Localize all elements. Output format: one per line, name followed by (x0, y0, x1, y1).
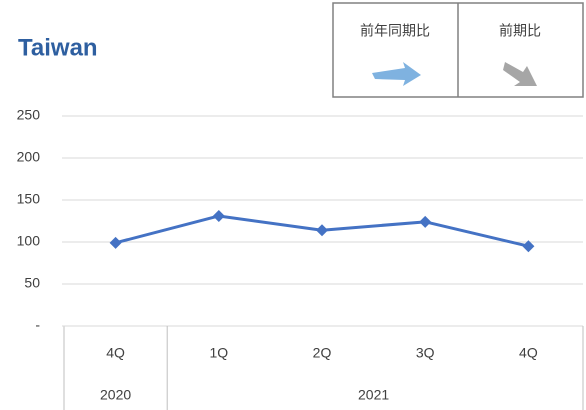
arrow-down-right-icon (503, 62, 537, 86)
x-group-label: 2020 (100, 387, 131, 403)
data-point (212, 209, 225, 222)
data-point (419, 215, 432, 228)
y-tick-label: 100 (17, 233, 41, 249)
y-tick-label: 250 (17, 107, 41, 123)
x-tick-label: 3Q (416, 345, 435, 361)
x-tick-label: 4Q (519, 345, 538, 361)
indicator-label: 前期比 (499, 23, 541, 39)
indicator-label: 前年同期比 (360, 23, 430, 39)
arrow-right-icon (372, 62, 421, 86)
chart-title: Taiwan (18, 34, 98, 61)
x-tick-label: 2Q (313, 345, 332, 361)
y-tick-label: 200 (17, 149, 41, 165)
y-tick-label: 50 (24, 275, 40, 291)
x-group-label: 2021 (358, 387, 389, 403)
y-tick-label: - (35, 317, 40, 333)
y-tick-label: 150 (17, 191, 41, 207)
data-point (109, 236, 122, 249)
data-point (316, 224, 328, 237)
x-tick-label: 1Q (209, 345, 228, 361)
x-tick-label: 4Q (106, 345, 125, 361)
data-point (522, 240, 535, 253)
